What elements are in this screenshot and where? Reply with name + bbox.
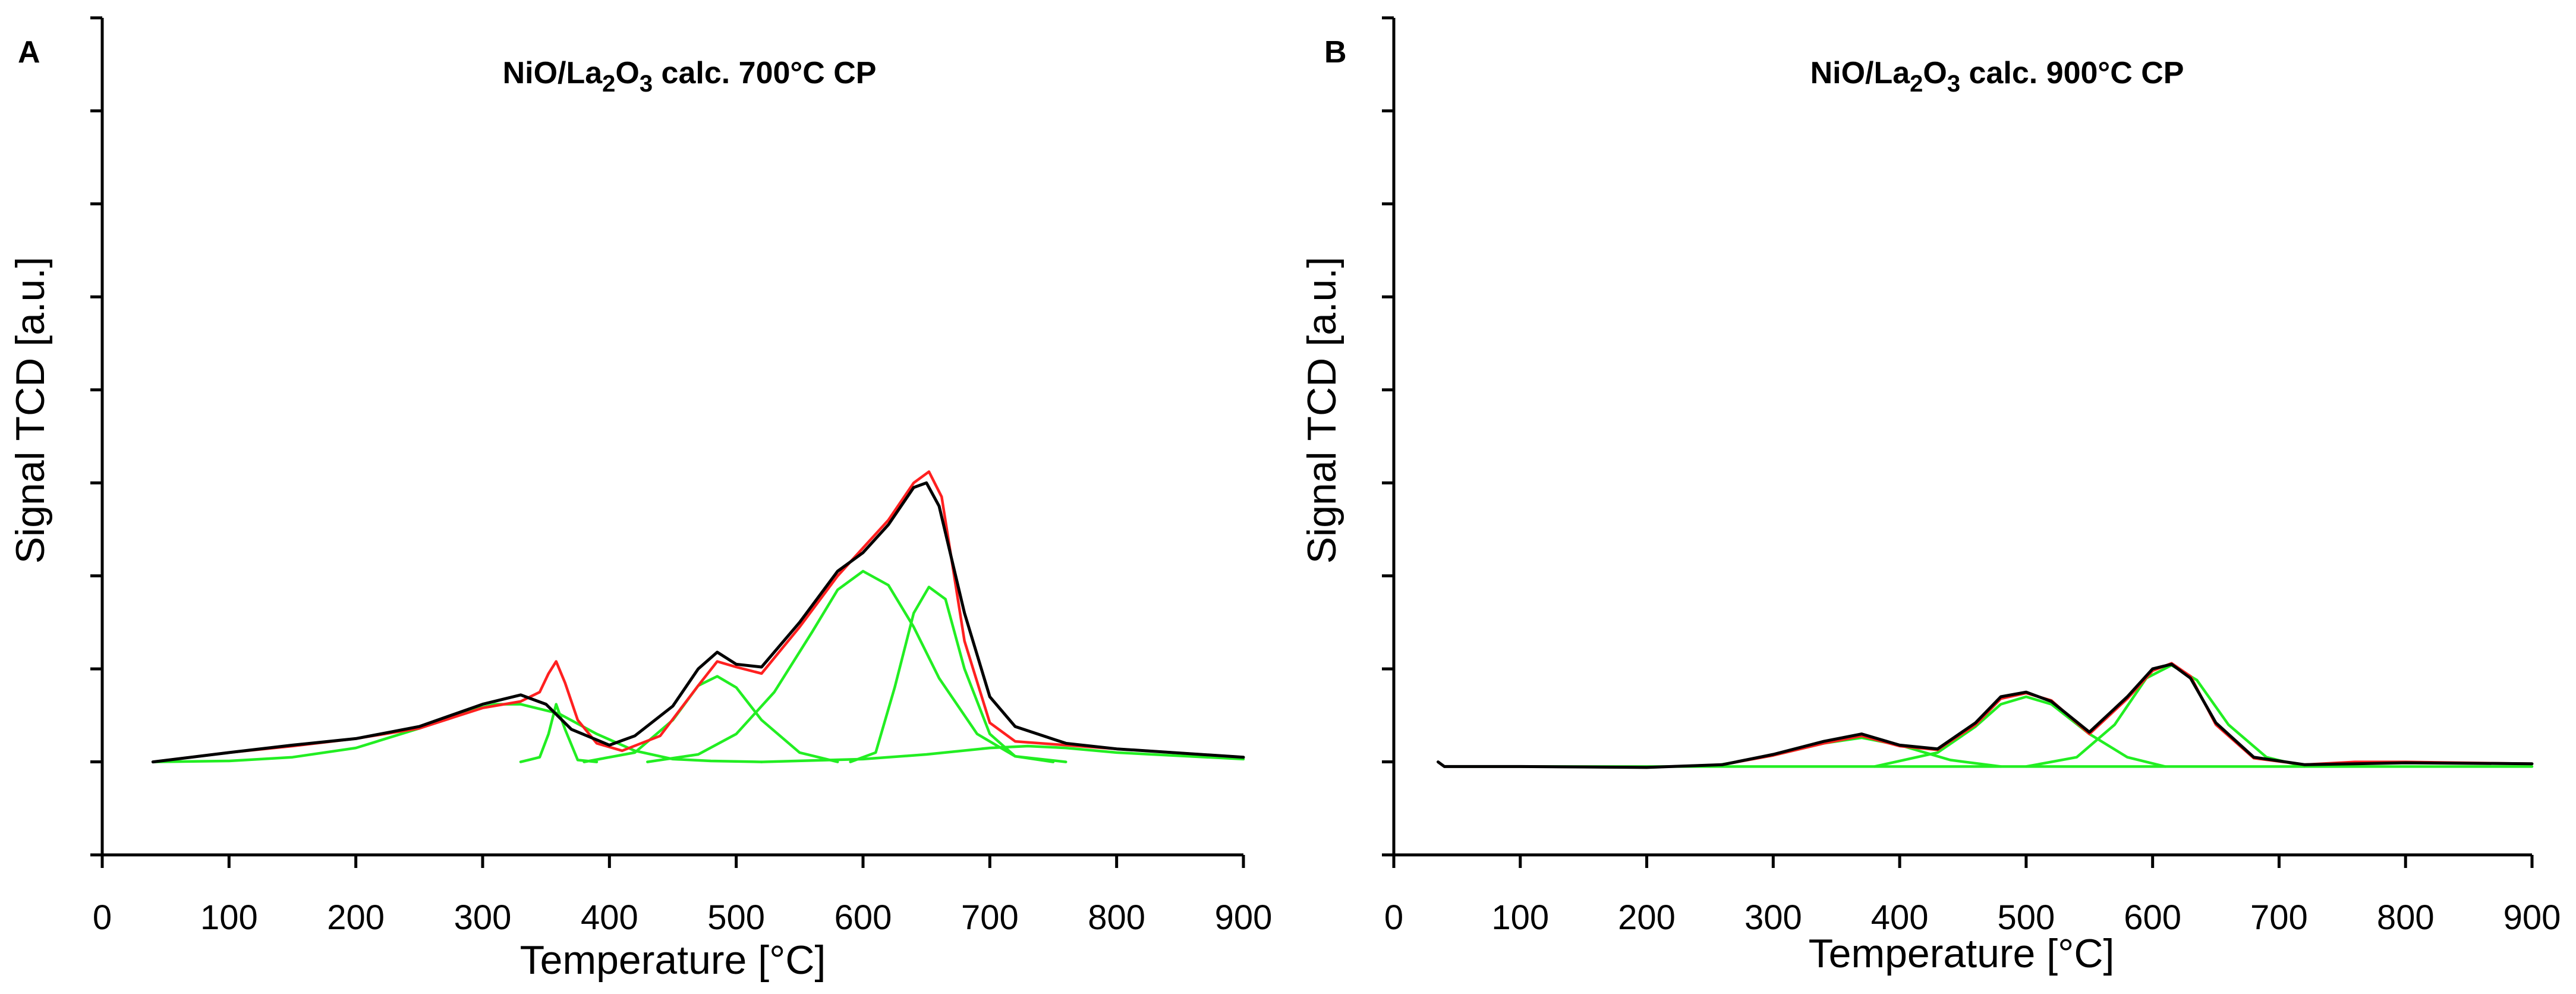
series-peak-4 [646,570,1067,763]
series-cumulative-fit [152,470,1245,763]
panel-b-y-axis-title: Signal TCD [a.u.] [1299,257,1344,564]
x-tick-label: 700 [961,898,1019,937]
x-tick-label: 900 [1215,898,1273,937]
chart-panel-a: A NiO/La2O3 calc. 700°C CP 0 100 200 300 400… [8,16,1273,983]
series-peak-1 [1708,736,2002,768]
series-measured [151,481,1245,764]
x-tick-label: 600 [834,898,892,937]
panel-b-x-ticks: 0 100 200 300 400 500 600 700 800 900 [1384,855,2561,937]
x-tick-label: 400 [1871,898,1929,937]
series-measured [1437,662,2534,769]
x-tick-label: 700 [2250,898,2308,937]
panel-b-y-ticks [1382,16,1394,857]
panel-b-label: B [1324,35,1347,70]
series-peak-6 [760,744,1245,763]
panel-a-y-axis-title: Signal TCD [a.u.] [8,257,53,564]
x-tick-label: 600 [2124,898,2181,937]
x-tick-label: 900 [2503,898,2561,937]
panel-b-x-axis-title: Temperature [°C] [1809,931,2115,976]
x-tick-label: 500 [707,898,765,937]
x-tick-label: 0 [93,898,112,937]
panel-a-y-ticks [90,16,102,857]
series-peak-5 [849,586,1055,763]
series-cumulative-fit [1437,662,2534,769]
series-peak-2 [1873,695,2167,768]
panel-b-series [1437,662,2534,769]
x-tick-label: 400 [581,898,638,937]
x-tick-label: 800 [1088,898,1145,937]
x-tick-label: 0 [1384,898,1403,937]
panel-a-title: NiO/La2O3 calc. 700°C CP [503,56,877,97]
x-tick-label: 100 [1491,898,1549,937]
chart-panel-b: B NiO/La2O3 calc. 900°C CP 0 100 200 300 400… [1299,16,2561,976]
panel-a-x-ticks: 0 100 200 300 400 500 600 700 800 900 [93,855,1273,937]
panel-b-title: NiO/La2O3 calc. 900°C CP [1810,56,2184,97]
x-tick-label: 500 [1997,898,2055,937]
panel-a-x-axis-title: Temperature [°C] [520,938,826,983]
panel-a-label: A [18,35,40,70]
series-peak-2 [519,703,599,763]
x-tick-label: 200 [327,898,385,937]
x-tick-label: 800 [2377,898,2435,937]
x-tick-label: 100 [200,898,258,937]
x-tick-label: 200 [1618,898,1676,937]
panel-a-series [151,470,1245,764]
x-tick-label: 300 [1744,898,1802,937]
x-tick-label: 300 [454,898,512,937]
